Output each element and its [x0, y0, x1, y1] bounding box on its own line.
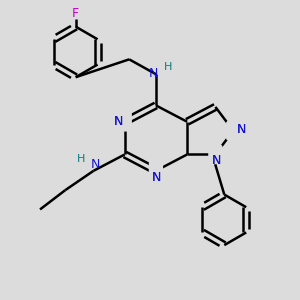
- Text: N: N: [151, 171, 160, 184]
- Text: N: N: [212, 154, 222, 167]
- Text: H: H: [164, 62, 172, 72]
- Text: N: N: [113, 115, 123, 128]
- Text: N: N: [212, 154, 222, 167]
- Text: H: H: [77, 154, 85, 164]
- Text: F: F: [72, 7, 79, 20]
- Text: N: N: [90, 158, 100, 171]
- Text: N: N: [149, 67, 158, 80]
- Text: N: N: [237, 123, 246, 136]
- Text: N: N: [237, 123, 246, 136]
- Text: N: N: [151, 171, 160, 184]
- Text: N: N: [113, 115, 123, 128]
